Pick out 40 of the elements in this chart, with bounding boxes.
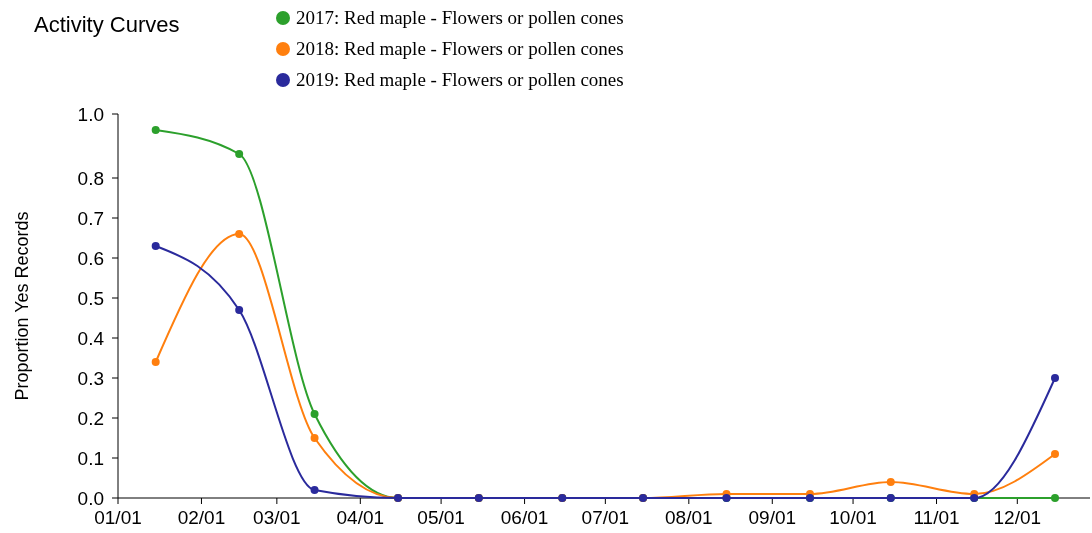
point	[151, 242, 160, 250]
y-axis-title: Proportion Yes Records	[12, 211, 32, 401]
y-tick-label: 0.2	[77, 408, 104, 429]
x-tick-label: 02/01	[177, 507, 226, 528]
point	[235, 306, 244, 314]
point	[1051, 450, 1059, 458]
y-tick-label: 0.5	[77, 288, 104, 309]
y-tick-label: 0.6	[77, 248, 104, 269]
point	[310, 410, 319, 418]
chart-title: Activity Curves	[34, 12, 180, 37]
x-tick-label: 09/01	[748, 507, 797, 528]
x-tick-label: 05/01	[417, 507, 465, 528]
x-tick-label: 01/01	[94, 507, 142, 528]
y-tick-label: 0.4	[77, 328, 105, 349]
point	[151, 126, 160, 134]
y-tick-label: 0.7	[77, 208, 104, 229]
point	[235, 230, 244, 238]
x-tick-label: 06/01	[500, 507, 549, 528]
x-tick-label: 08/01	[665, 507, 713, 528]
x-tick-label: 07/01	[581, 507, 630, 528]
point	[310, 486, 319, 494]
legend-label: 2017: Red maple - Flowers or pollen cones	[296, 7, 624, 28]
x-tick-label: 12/01	[993, 507, 1042, 528]
point	[1051, 494, 1059, 502]
point	[151, 358, 160, 366]
y-tick-label: 0.1	[77, 448, 104, 469]
x-tick-label: 11/01	[913, 507, 960, 528]
x-tick-label: 10/01	[829, 507, 877, 528]
point	[310, 434, 319, 442]
y-tick-label: 1.0	[77, 104, 104, 125]
legend-label: 2019: Red maple - Flowers or pollen cones	[296, 69, 624, 90]
point	[235, 150, 244, 158]
x-tick-label: 03/01	[253, 507, 301, 528]
y-tick-label: 0.3	[77, 368, 104, 389]
x-tick-label: 04/01	[336, 507, 385, 528]
y-tick-label: 0.0	[77, 488, 104, 509]
y-tick-label: 0.8	[77, 168, 104, 189]
point	[886, 478, 895, 486]
point	[1051, 374, 1059, 382]
legend-label: 2018: Red maple - Flowers or pollen cones	[296, 38, 624, 59]
